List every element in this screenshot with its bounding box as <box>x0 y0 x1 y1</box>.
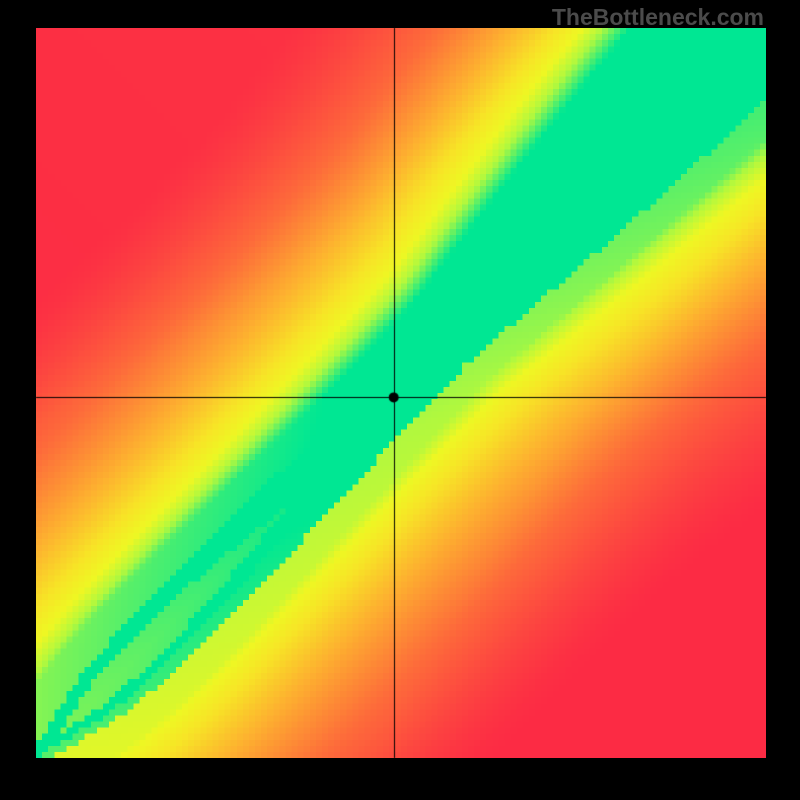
crosshair-overlay <box>0 0 800 800</box>
watermark-text: TheBottleneck.com <box>552 4 764 31</box>
chart-container: TheBottleneck.com <box>0 0 800 800</box>
